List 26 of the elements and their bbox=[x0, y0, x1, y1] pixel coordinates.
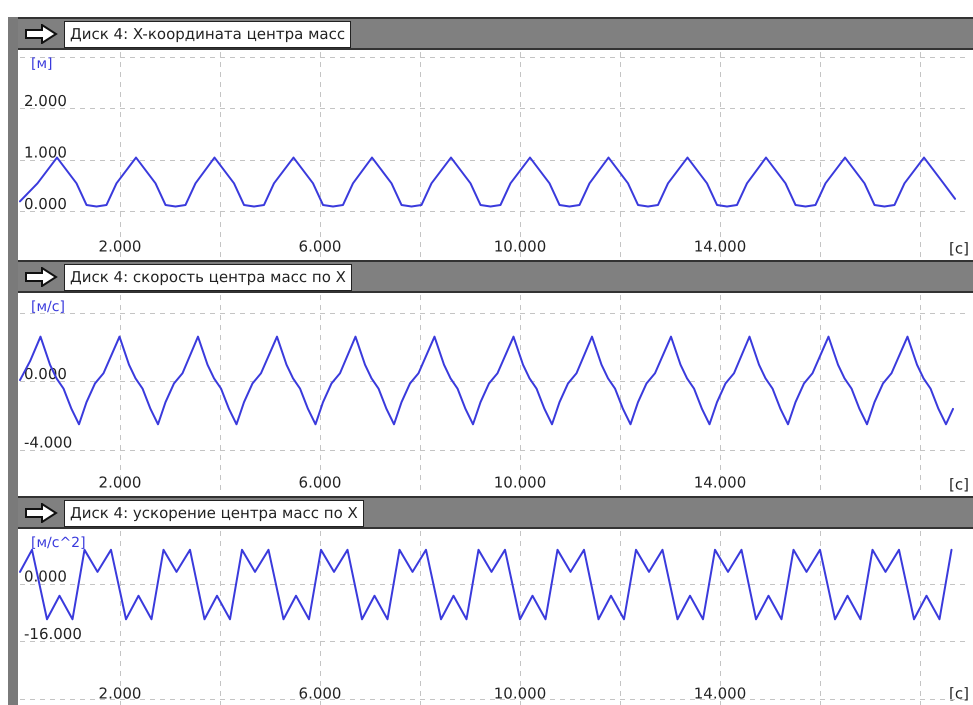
y-tick-label: -4.000 bbox=[24, 433, 72, 452]
chart-title: Диск 4: ускорение центра масс по X bbox=[64, 500, 364, 527]
x-tick-label: 6.000 bbox=[298, 474, 342, 492]
x-axis-title: [с] bbox=[949, 476, 969, 494]
y-tick-label: 0.000 bbox=[24, 195, 67, 214]
x-tick-label: 2.000 bbox=[98, 474, 142, 492]
y-tick-label: 1.000 bbox=[24, 144, 67, 162]
x-tick-label: 2.000 bbox=[98, 238, 142, 256]
x-axis-title: [с] bbox=[949, 684, 969, 702]
x-tick-label: 2.000 bbox=[98, 684, 142, 702]
x-tick-label: 14.000 bbox=[694, 684, 746, 702]
x-tick-label: 10.000 bbox=[494, 474, 546, 492]
x-tick-label: 14.000 bbox=[694, 238, 746, 256]
chart-title: Диск 4: скорость центра масс по X bbox=[64, 264, 352, 291]
y-axis-title: [м/с] bbox=[31, 299, 65, 315]
x-tick-label: 6.000 bbox=[298, 238, 342, 256]
x-tick-label: 14.000 bbox=[694, 474, 746, 492]
y-axis-title: [м/с^2] bbox=[31, 535, 86, 551]
y-tick-label: -16.000 bbox=[24, 625, 82, 644]
x-tick-label: 6.000 bbox=[298, 684, 342, 702]
x-tick-label: 10.000 bbox=[494, 238, 546, 256]
y-axis-title: [м] bbox=[31, 56, 52, 72]
x-tick-label: 10.000 bbox=[494, 684, 546, 702]
y-tick-label: 2.000 bbox=[24, 92, 67, 110]
x-axis-title: [с] bbox=[949, 240, 969, 258]
chart-title: Диск 4: X-координата центра масс bbox=[64, 21, 352, 48]
